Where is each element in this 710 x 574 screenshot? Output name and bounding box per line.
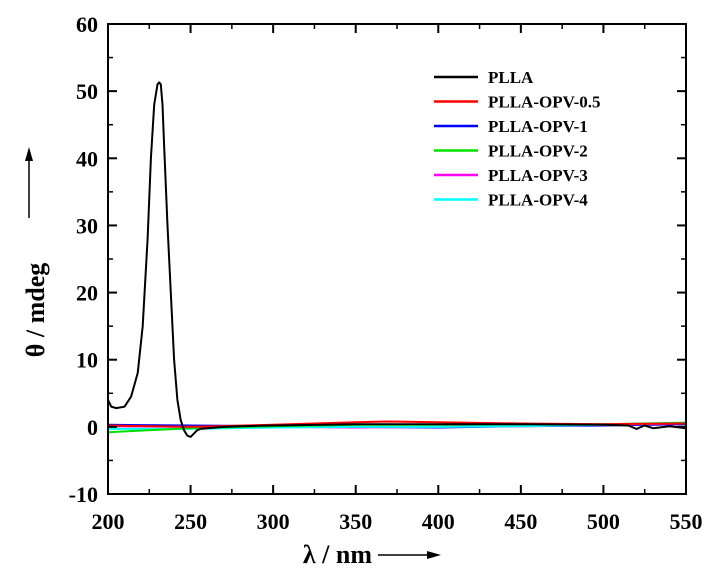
ticks-layer: 200 250 300 350 400 450 500 550 -10 0 10 20 30 40 50 60 <box>69 12 703 534</box>
legend-label: PLLA-OPV-3 <box>488 166 588 185</box>
legend-label: PLLA-OPV-1 <box>488 117 588 136</box>
y-tick-label: 10 <box>76 348 98 373</box>
y-tick-label: 20 <box>76 281 98 306</box>
x-tick-label: 400 <box>422 509 455 534</box>
y-tick-label: 40 <box>76 146 98 171</box>
y-tick-label: 0 <box>87 415 98 440</box>
legend-label: PLLA-OPV-2 <box>488 142 588 161</box>
x-tick-label: 550 <box>670 509 703 534</box>
y-tick-label: 50 <box>76 79 98 104</box>
legend: PLLA PLLA-OPV-0.5 PLLA-OPV-1 PLLA-OPV-2 PLLA… <box>434 68 601 210</box>
x-tick-label: 450 <box>504 509 537 534</box>
x-tick-label: 250 <box>174 509 207 534</box>
series-layer <box>108 81 686 438</box>
y-axis-title: θ / mdeg <box>21 263 50 357</box>
x-tick-label: 350 <box>339 509 372 534</box>
y-tick-label: 30 <box>76 213 98 238</box>
x-axis-title: λ / nm <box>303 540 372 569</box>
x-tick-label: 300 <box>257 509 290 534</box>
series-line-plla <box>108 81 686 438</box>
x-tick-label: 500 <box>587 509 620 534</box>
legend-label: PLLA-OPV-4 <box>488 191 588 210</box>
legend-label: PLLA <box>488 68 534 87</box>
legend-label: PLLA-OPV-0.5 <box>488 93 601 112</box>
x-tick-label: 200 <box>92 509 125 534</box>
y-tick-label: -10 <box>69 482 98 507</box>
x-axis-arrowhead <box>427 551 441 559</box>
y-axis-arrowhead <box>25 147 33 161</box>
y-tick-label: 60 <box>76 12 98 37</box>
